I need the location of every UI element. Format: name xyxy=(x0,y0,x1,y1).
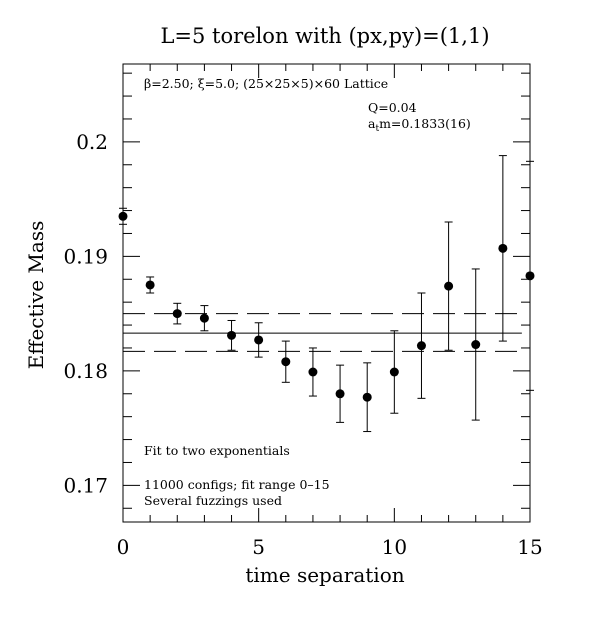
tick-labels: 0 5 10 15 0.17 0.18 0.19 0.2 xyxy=(63,130,542,559)
x-tick-label: 0 xyxy=(117,535,130,559)
configs-annotation: 11000 configs; fit range 0–15 xyxy=(144,477,330,492)
x-tick-label: 10 xyxy=(382,535,407,559)
fuzzing-annotation: Several fuzzings used xyxy=(144,493,282,508)
error-bars xyxy=(119,155,534,433)
fit-mass-value: m=0.1833(16) xyxy=(379,116,471,131)
data-point xyxy=(281,357,291,367)
data-point xyxy=(335,389,345,399)
data-point xyxy=(362,392,372,402)
y-tick-label: 0.19 xyxy=(63,244,108,268)
y-axis-label: Effective Mass xyxy=(24,221,48,370)
y-tick-label: 0.18 xyxy=(63,359,108,383)
q-annotation: Q=0.04 xyxy=(368,100,417,115)
data-point xyxy=(172,309,182,319)
chart-title: L=5 torelon with (px,py)=(1,1) xyxy=(160,24,489,48)
data-point xyxy=(145,280,155,290)
data-point xyxy=(389,367,399,377)
x-tick-label: 15 xyxy=(517,535,542,559)
fit-mass-annotation: atm=0.1833(16) xyxy=(368,116,471,134)
data-point xyxy=(444,281,454,291)
fit-lines xyxy=(123,313,522,352)
data-point xyxy=(227,330,237,340)
data-point xyxy=(118,211,128,221)
data-point xyxy=(416,341,426,351)
fit-mass-prefix: a xyxy=(368,116,376,131)
data-point xyxy=(199,313,209,323)
data-point xyxy=(498,243,508,253)
axis-ticks xyxy=(122,64,531,522)
data-point xyxy=(471,340,481,350)
fit-mass-subscript: t xyxy=(375,124,379,134)
data-point xyxy=(308,367,318,377)
fit-method-annotation: Fit to two exponentials xyxy=(144,443,290,458)
y-tick-label: 0.17 xyxy=(63,473,108,497)
lattice-annotation: β=2.50; ξ=5.0; (25×25×5)×60 Lattice xyxy=(144,76,388,91)
y-tick-label: 0.2 xyxy=(76,130,108,154)
x-axis-label: time separation xyxy=(245,563,404,587)
data-points xyxy=(118,211,535,402)
data-point xyxy=(525,271,535,281)
x-tick-label: 5 xyxy=(252,535,265,559)
data-point xyxy=(254,335,264,345)
